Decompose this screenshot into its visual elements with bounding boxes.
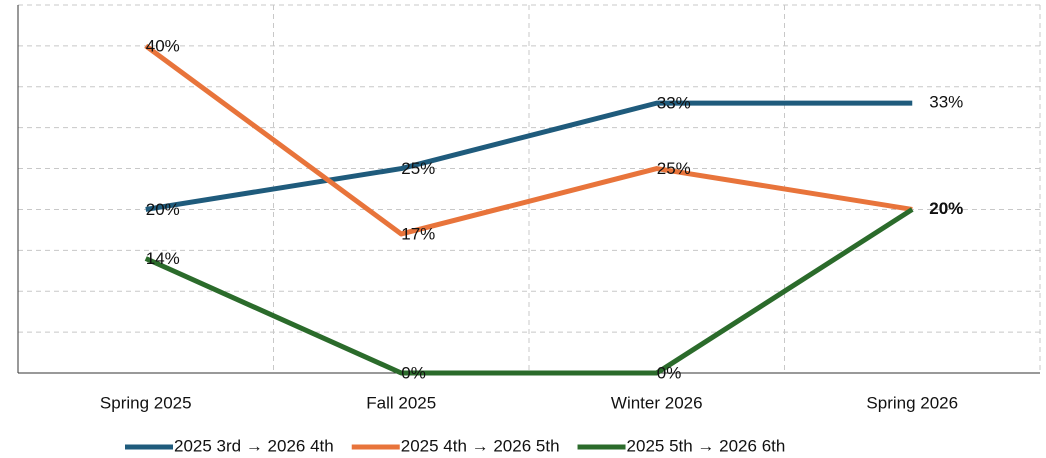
x-tick-label: Fall 2025 <box>366 393 436 412</box>
data-label: 0% <box>657 363 682 382</box>
data-label: 33% <box>657 94 691 113</box>
x-tick-label: Winter 2026 <box>611 393 703 412</box>
data-label: 25% <box>657 159 691 178</box>
series-line <box>144 43 913 237</box>
data-label: 20% <box>146 200 180 219</box>
data-label: 25% <box>401 159 435 178</box>
legend-label: 2025 3rd → 2026 4th <box>174 436 334 455</box>
data-label: 20% <box>929 199 963 218</box>
data-label: 20% <box>929 199 963 218</box>
x-tick-label: Spring 2025 <box>100 393 192 412</box>
series-line <box>145 100 913 212</box>
x-tick-label: Spring 2026 <box>866 393 958 412</box>
legend-label: 2025 4th → 2026 5th <box>401 436 560 455</box>
data-label: 0% <box>401 363 426 382</box>
series-line <box>144 207 914 376</box>
legend-label: 2025 5th → 2026 6th <box>627 436 786 455</box>
data-label: 14% <box>146 249 180 268</box>
data-label: 17% <box>401 224 435 243</box>
data-label: 40% <box>146 36 180 55</box>
data-label: 33% <box>929 93 963 112</box>
